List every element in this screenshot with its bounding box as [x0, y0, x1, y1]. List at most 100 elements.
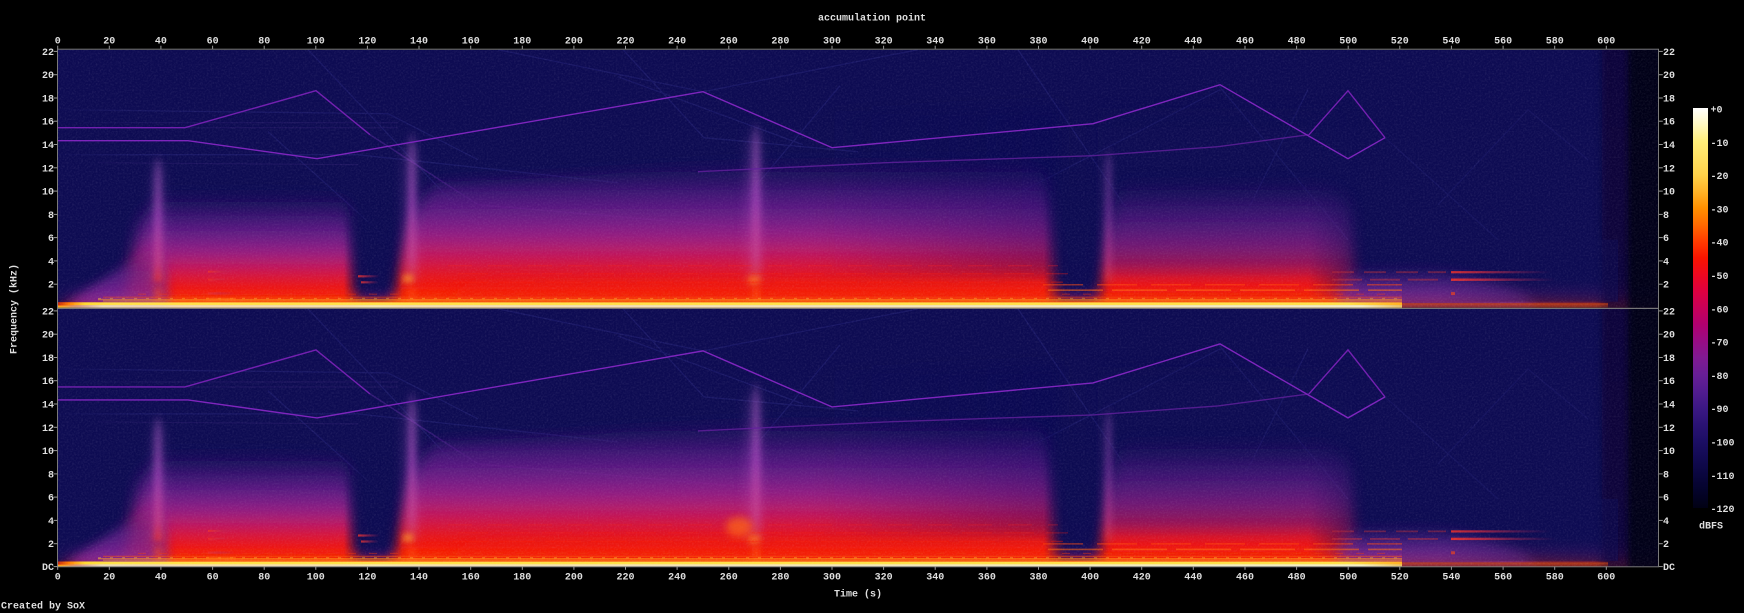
- svg-text:6: 6: [1663, 234, 1669, 245]
- svg-text:260: 260: [720, 37, 738, 48]
- svg-text:14: 14: [1663, 401, 1675, 412]
- svg-text:4: 4: [48, 517, 54, 528]
- svg-text:8: 8: [1663, 211, 1669, 222]
- svg-text:160: 160: [462, 573, 480, 584]
- svg-text:20: 20: [42, 331, 54, 342]
- svg-text:10: 10: [42, 188, 54, 199]
- svg-text:400: 400: [1081, 37, 1099, 48]
- svg-text:-70: -70: [1711, 339, 1729, 350]
- svg-text:60: 60: [207, 37, 219, 48]
- svg-text:360: 360: [978, 37, 996, 48]
- svg-text:-10: -10: [1711, 139, 1729, 150]
- svg-text:140: 140: [410, 573, 428, 584]
- svg-text:580: 580: [1546, 37, 1564, 48]
- svg-text:460: 460: [1236, 37, 1254, 48]
- svg-text:8: 8: [48, 470, 54, 481]
- svg-text:22: 22: [42, 48, 54, 59]
- svg-text:20: 20: [1663, 331, 1675, 342]
- svg-text:360: 360: [978, 573, 996, 584]
- svg-text:40: 40: [155, 37, 167, 48]
- svg-text:-90: -90: [1711, 405, 1729, 416]
- svg-text:0: 0: [55, 37, 61, 48]
- svg-text:-80: -80: [1711, 372, 1729, 383]
- svg-text:18: 18: [1663, 95, 1675, 106]
- svg-text:Time (s): Time (s): [834, 589, 882, 601]
- svg-text:480: 480: [1288, 573, 1306, 584]
- svg-text:8: 8: [48, 211, 54, 222]
- svg-text:300: 300: [823, 573, 841, 584]
- svg-text:60: 60: [207, 573, 219, 584]
- svg-text:500: 500: [1339, 37, 1357, 48]
- svg-text:80: 80: [258, 573, 270, 584]
- svg-text:20: 20: [1663, 71, 1675, 82]
- svg-text:-50: -50: [1711, 272, 1729, 283]
- svg-text:16: 16: [1663, 118, 1675, 129]
- svg-text:200: 200: [565, 37, 583, 48]
- svg-text:16: 16: [1663, 377, 1675, 388]
- svg-text:16: 16: [42, 118, 54, 129]
- svg-text:-110: -110: [1711, 472, 1735, 483]
- svg-text:10: 10: [1663, 188, 1675, 199]
- svg-text:DC: DC: [42, 563, 54, 574]
- svg-text:12: 12: [42, 164, 54, 175]
- svg-text:10: 10: [42, 447, 54, 458]
- svg-text:280: 280: [771, 573, 789, 584]
- svg-text:420: 420: [1133, 573, 1151, 584]
- svg-text:440: 440: [1184, 573, 1202, 584]
- svg-text:22: 22: [1663, 307, 1675, 318]
- svg-text:540: 540: [1442, 573, 1460, 584]
- svg-text:100: 100: [307, 37, 325, 48]
- svg-text:Frequency (kHz): Frequency (kHz): [9, 264, 21, 354]
- svg-text:20: 20: [103, 37, 115, 48]
- svg-text:100: 100: [307, 573, 325, 584]
- svg-text:Created by SoX: Created by SoX: [1, 601, 85, 613]
- svg-text:200: 200: [565, 573, 583, 584]
- svg-text:560: 560: [1494, 37, 1512, 48]
- svg-text:accumulation point: accumulation point: [818, 13, 926, 25]
- svg-text:520: 520: [1391, 37, 1409, 48]
- svg-text:220: 220: [616, 37, 634, 48]
- svg-text:460: 460: [1236, 573, 1254, 584]
- svg-text:540: 540: [1442, 37, 1460, 48]
- svg-text:12: 12: [42, 424, 54, 435]
- svg-text:580: 580: [1546, 573, 1564, 584]
- svg-text:-120: -120: [1711, 505, 1735, 516]
- svg-text:120: 120: [358, 37, 376, 48]
- svg-text:380: 380: [1029, 37, 1047, 48]
- svg-text:240: 240: [668, 573, 686, 584]
- svg-text:-40: -40: [1711, 239, 1729, 250]
- svg-text:400: 400: [1081, 573, 1099, 584]
- svg-text:320: 320: [875, 573, 893, 584]
- svg-text:4: 4: [48, 257, 54, 268]
- svg-text:220: 220: [616, 573, 634, 584]
- svg-text:10: 10: [1663, 447, 1675, 458]
- svg-text:420: 420: [1133, 37, 1151, 48]
- svg-text:4: 4: [1663, 517, 1669, 528]
- svg-text:-20: -20: [1711, 172, 1729, 183]
- svg-text:320: 320: [875, 37, 893, 48]
- svg-text:380: 380: [1029, 573, 1047, 584]
- svg-text:600: 600: [1597, 573, 1615, 584]
- svg-text:14: 14: [42, 141, 54, 152]
- svg-text:180: 180: [513, 573, 531, 584]
- svg-text:18: 18: [42, 354, 54, 365]
- svg-text:260: 260: [720, 573, 738, 584]
- svg-text:16: 16: [42, 377, 54, 388]
- svg-text:2: 2: [48, 281, 54, 292]
- svg-text:6: 6: [48, 234, 54, 245]
- svg-text:22: 22: [42, 307, 54, 318]
- svg-text:20: 20: [103, 573, 115, 584]
- svg-text:-60: -60: [1711, 305, 1729, 316]
- svg-text:600: 600: [1597, 37, 1615, 48]
- svg-text:80: 80: [258, 37, 270, 48]
- svg-text:160: 160: [462, 37, 480, 48]
- svg-text:340: 340: [926, 37, 944, 48]
- svg-text:2: 2: [1663, 281, 1669, 292]
- svg-text:0: 0: [55, 573, 61, 584]
- svg-text:14: 14: [1663, 141, 1675, 152]
- svg-text:40: 40: [155, 573, 167, 584]
- svg-text:18: 18: [1663, 354, 1675, 365]
- svg-text:560: 560: [1494, 573, 1512, 584]
- svg-text:6: 6: [48, 494, 54, 505]
- svg-text:-100: -100: [1711, 439, 1735, 450]
